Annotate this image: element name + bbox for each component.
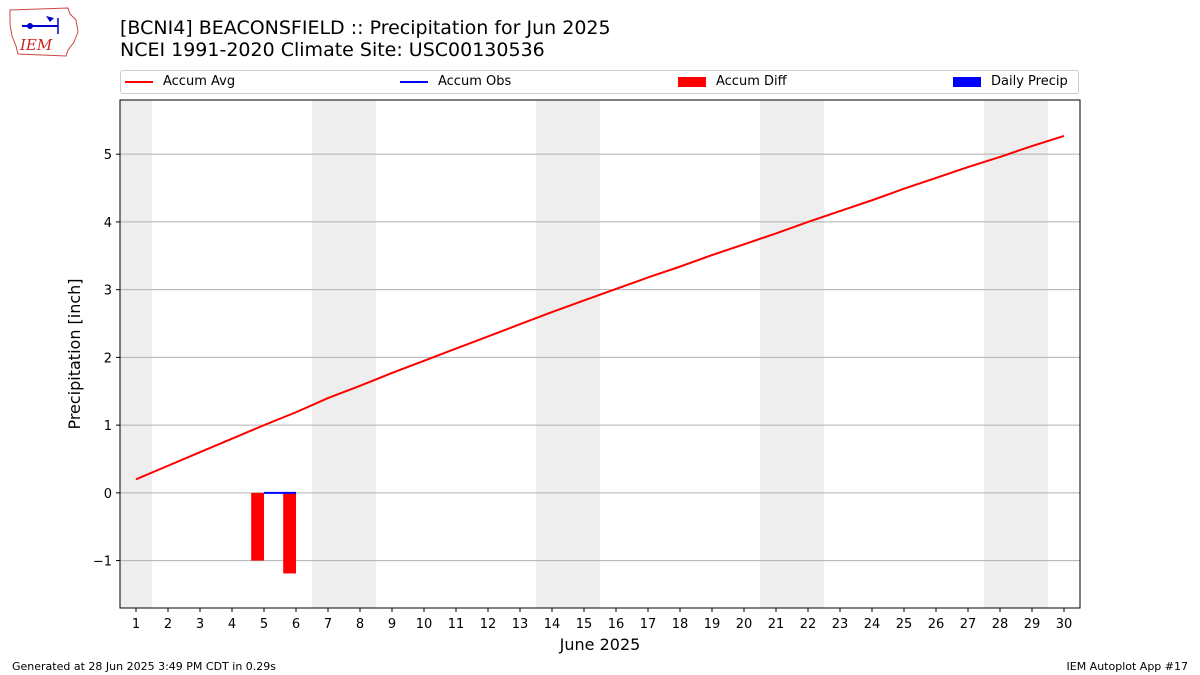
logo-text: IEM (19, 36, 53, 54)
x-tick-label: 17 (640, 617, 657, 632)
y-tick-label: 3 (104, 284, 112, 299)
x-tick-label: 25 (896, 617, 913, 632)
legend: Accum Avg Accum Obs Accum Diff Daily Pre… (120, 70, 1079, 94)
y-tick-label: 5 (104, 148, 112, 163)
legend-swatch-accum-avg (125, 80, 153, 83)
y-tick-label: 2 (104, 351, 112, 366)
chart-title: [BCNI4] BEACONSFIELD :: Precipitation fo… (120, 17, 611, 39)
y-tick-label: 0 (104, 487, 112, 502)
x-tick-label: 24 (864, 617, 881, 632)
weekend-band-5 (984, 100, 1048, 608)
x-tick-label: 8 (356, 617, 364, 632)
x-tick-label: 9 (388, 617, 396, 632)
x-tick-label: 10 (416, 617, 433, 632)
x-tick-label: 30 (1056, 617, 1073, 632)
x-tick-label: 28 (992, 617, 1009, 632)
x-axis-label: June 2025 (559, 635, 641, 654)
legend-item-accum-avg: Accum Avg (125, 74, 235, 89)
x-tick-label: 22 (800, 617, 817, 632)
y-axis-label: Precipitation [inch] (65, 278, 84, 429)
x-tick-label: 5 (260, 617, 268, 632)
bar-accum-diff (283, 492, 296, 574)
x-tick-label: 11 (448, 617, 465, 632)
weekend-band-1 (120, 100, 152, 608)
x-tick-label: 26 (928, 617, 945, 632)
app-label: IEM Autoplot App #17 (1066, 660, 1189, 673)
x-tick-label: 4 (228, 617, 236, 632)
bar-accum-diff (251, 492, 264, 561)
legend-item-daily-precip: Daily Precip (953, 74, 1068, 89)
weekend-band-3 (536, 100, 600, 608)
y-tick-label: −1 (93, 555, 112, 570)
plot-frame (119, 99, 1081, 609)
series-line-accum-avg (135, 134, 1065, 481)
y-tick-label: 4 (104, 216, 112, 231)
x-tick-label: 29 (1024, 617, 1041, 632)
x-tick-label: 6 (292, 617, 300, 632)
legend-swatch-accum-obs (400, 80, 428, 83)
legend-swatch-daily-precip (953, 76, 981, 87)
x-tick-label: 14 (544, 617, 561, 632)
weekend-band-4 (760, 100, 824, 608)
x-tick-label: 23 (832, 617, 849, 632)
weekend-band-2 (312, 100, 376, 608)
x-tick-label: 2 (164, 617, 172, 632)
x-tick-label: 12 (480, 617, 497, 632)
x-tick-label: 18 (672, 617, 689, 632)
generated-timestamp: Generated at 28 Jun 2025 3:49 PM CDT in … (12, 660, 277, 673)
chart-subtitle: NCEI 1991-2020 Climate Site: USC00130536 (120, 39, 545, 61)
legend-label-accum-obs: Accum Obs (438, 74, 512, 89)
x-tick-label: 7 (324, 617, 332, 632)
legend-label-accum-avg: Accum Avg (163, 74, 236, 89)
legend-label-daily-precip: Daily Precip (991, 74, 1068, 89)
x-tick-label: 20 (736, 617, 753, 632)
legend-item-accum-diff: Accum Diff (678, 74, 787, 89)
legend-label-accum-diff: Accum Diff (716, 74, 787, 89)
x-tick-label: 16 (608, 617, 625, 632)
iem-logo: IEM (9, 7, 79, 57)
x-tick-label: 15 (576, 617, 593, 632)
x-tick-label: 13 (512, 617, 529, 632)
legend-item-accum-obs: Accum Obs (400, 74, 511, 89)
x-tick-label: 21 (768, 617, 785, 632)
y-tick-label: 1 (104, 419, 112, 434)
legend-swatch-accum-diff (678, 76, 706, 87)
x-tick-label: 27 (960, 617, 977, 632)
x-tick-label: 19 (704, 617, 721, 632)
x-tick-label: 1 (132, 617, 140, 632)
x-tick-label: 3 (196, 617, 204, 632)
